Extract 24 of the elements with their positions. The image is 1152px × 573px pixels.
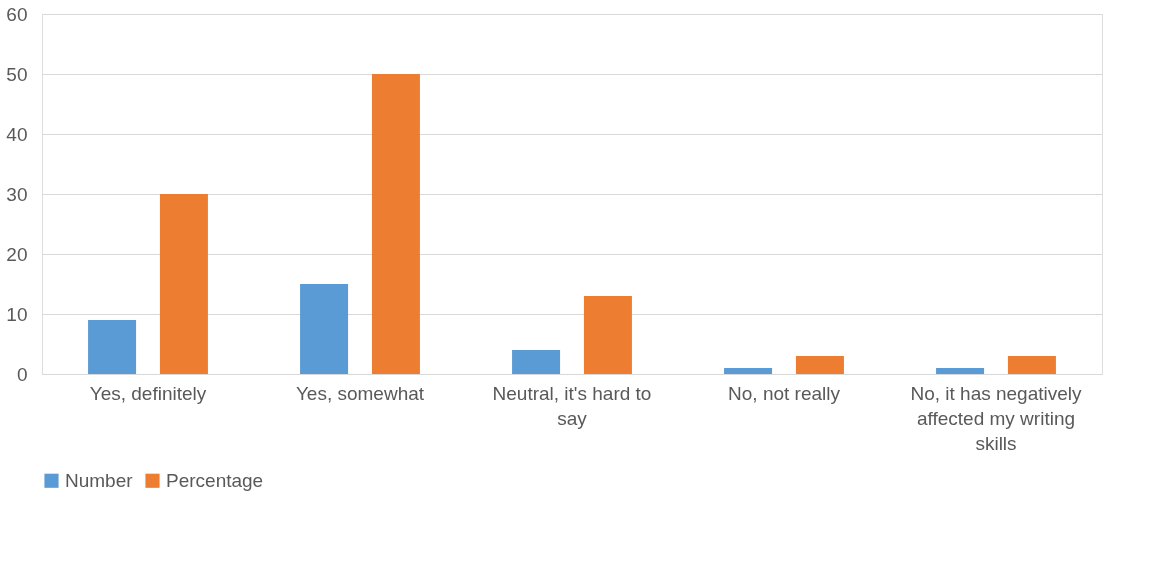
legend-label: Number: [65, 469, 134, 491]
y-tick-label: 40: [6, 123, 28, 145]
x-tick-label: Yes, somewhat: [295, 382, 425, 404]
x-tick-label: No, it has negatively affected my writing skills: [910, 382, 1083, 454]
bar: [159, 194, 208, 374]
bar: [1007, 356, 1056, 374]
bar: [795, 356, 844, 374]
y-tick-label: 60: [6, 3, 28, 25]
y-tick-label: 10: [6, 303, 28, 325]
legend-label: Percentage: [166, 469, 264, 491]
bar: [88, 320, 137, 374]
x-tick-label: Neutral, it's hard to say: [492, 382, 652, 429]
bar: [512, 350, 561, 374]
bar: [300, 284, 349, 374]
y-tick-label: 0: [16, 363, 28, 385]
bar: [936, 368, 985, 374]
bar: [583, 296, 632, 374]
bar: [724, 368, 773, 374]
bar: [371, 74, 420, 374]
y-tick-label: 30: [6, 183, 28, 205]
x-tick-label: Yes, definitely: [89, 382, 207, 404]
y-tick-label: 50: [6, 63, 28, 85]
x-tick-label: No, not really: [728, 382, 841, 404]
y-tick-label: 20: [6, 243, 28, 265]
